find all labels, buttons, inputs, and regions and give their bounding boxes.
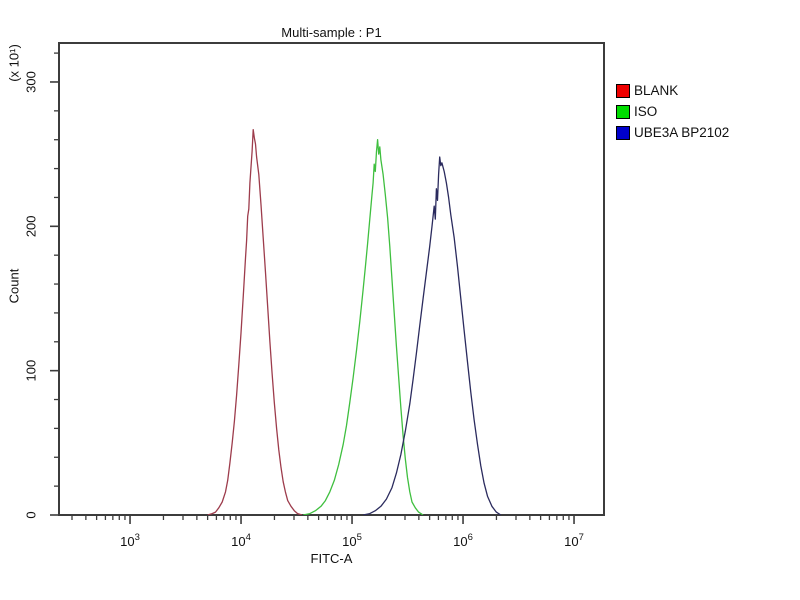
legend-label: ISO <box>634 104 658 119</box>
curve-ube3a-bp2102 <box>362 156 502 515</box>
legend-swatch <box>616 125 630 140</box>
y-axis-unit-label: (x 10¹) <box>6 44 22 82</box>
legend-label: UBE3A BP2102 <box>634 125 730 140</box>
chart-title: Multi-sample : P1 <box>281 25 382 40</box>
y-axis-tick-label: 100 <box>24 360 39 382</box>
y-axis-tick-label: 0 <box>24 511 39 518</box>
legend-item-blank: BLANK <box>616 83 729 98</box>
x-axis-tick-label: 104 <box>231 532 251 549</box>
curve-iso <box>303 139 424 515</box>
x-axis-tick-label: 103 <box>120 532 140 549</box>
x-axis-title: FITC-A <box>310 551 353 566</box>
plot-frame <box>58 42 605 516</box>
x-axis-tick-label: 105 <box>342 532 362 549</box>
legend: BLANK ISO UBE3A BP2102 <box>616 83 729 146</box>
curve-blank <box>207 128 303 515</box>
x-axis-tick-label: 106 <box>453 532 473 549</box>
legend-label: BLANK <box>634 83 679 98</box>
legend-swatch <box>616 83 630 98</box>
x-axis-tick-label: 107 <box>564 532 584 549</box>
y-axis-tick-label: 300 <box>24 71 39 93</box>
legend-item-ube3a-bp2102: UBE3A BP2102 <box>616 125 729 140</box>
legend-swatch <box>616 104 630 119</box>
legend-item-iso: ISO <box>616 104 729 119</box>
y-axis-tick-label: 200 <box>24 215 39 237</box>
y-axis-title: Count <box>6 268 22 304</box>
